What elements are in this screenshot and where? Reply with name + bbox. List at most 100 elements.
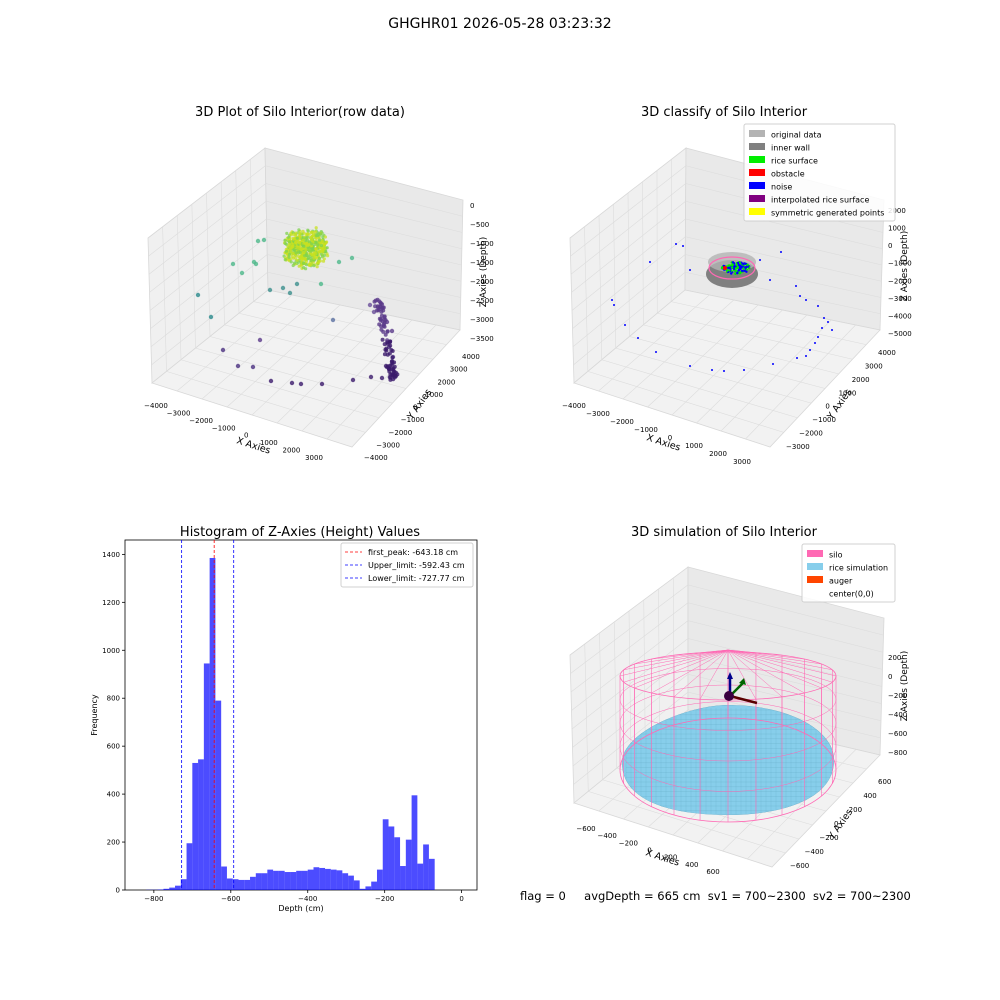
raw-point (381, 305, 386, 310)
simulation-legend-swatch (807, 576, 823, 583)
classified-point (742, 262, 745, 265)
noise-point (799, 295, 801, 297)
raw-point-cloud (195, 226, 400, 387)
histogram-bar (365, 886, 372, 890)
classify-legend-label: rice surface (771, 157, 818, 166)
histogram-bar (325, 868, 331, 890)
classify-x-tick-label: 1000 (685, 442, 703, 450)
raw-point (388, 372, 393, 377)
histogram-bar (371, 881, 377, 890)
histogram-reference-lines (181, 540, 235, 890)
classify-legend-swatch (749, 143, 765, 150)
simulation-panel-title: 3D simulation of Silo Interior (631, 525, 818, 540)
raw-point (257, 337, 263, 343)
raw-point (292, 261, 296, 265)
raw-point (322, 253, 327, 257)
raw-point (379, 327, 384, 332)
silo-wireframe (619, 649, 837, 823)
raw-x-tick-label: −1000 (212, 424, 236, 432)
noise-point (831, 329, 833, 331)
raw-point (322, 257, 326, 261)
raw-x-tick-label: 2000 (283, 447, 301, 455)
simulation-y-tick-label: 600 (878, 778, 891, 786)
raw-point (319, 244, 324, 248)
noise-point (611, 299, 613, 301)
raw-point (267, 287, 273, 293)
classify-x-tick-label: −1000 (634, 426, 658, 434)
classify-legend-frame (743, 123, 896, 222)
raw-point (372, 299, 377, 304)
histogram-y-tick-label: 0 (116, 887, 120, 895)
raw-point (389, 328, 395, 334)
histogram-bar (376, 869, 383, 890)
raw-x-tick-label: 1000 (260, 439, 278, 447)
classify-legend-label: obstacle (771, 170, 805, 179)
raw-point (318, 232, 323, 236)
raw-y-tick-label: −3000 (376, 441, 400, 449)
histogram-bar (296, 870, 302, 890)
raw-point (318, 281, 324, 287)
simulation-x-tick-label: −200 (619, 839, 638, 847)
noise-point (675, 243, 677, 245)
avg-depth-value: avgDepth = 665 cm (584, 889, 701, 903)
raw-point (306, 232, 310, 236)
noise-point (805, 355, 807, 357)
raw-point (291, 263, 295, 268)
noise-point (780, 251, 782, 253)
raw-point (290, 244, 294, 248)
classify-point-cloud (611, 243, 833, 372)
noise-point (821, 327, 823, 329)
raw-z-tick-label: −3500 (470, 335, 494, 343)
raw-point (390, 361, 395, 366)
raw-point (302, 266, 306, 270)
raw-point (389, 348, 394, 352)
histogram-bar (307, 869, 314, 890)
raw-point (284, 249, 289, 254)
histogram-bar (394, 837, 401, 890)
classify-legend-swatch (749, 130, 765, 137)
raw-point (310, 247, 315, 251)
raw-point (314, 252, 318, 256)
raw-point (292, 237, 296, 241)
histogram-bar (175, 885, 181, 890)
flag-value: flag = 0 (520, 889, 566, 903)
raw-point (314, 236, 318, 240)
histogram-bar (301, 870, 308, 890)
classify-z-tick-label: −4000 (888, 312, 912, 320)
classify-x-tick-label: 2000 (709, 450, 727, 458)
histogram-y-tick-label: 1200 (102, 599, 120, 607)
raw-x-tick-label: −3000 (167, 409, 191, 417)
raw-point (387, 351, 392, 356)
simulation-y-tick-label: −600 (790, 862, 809, 870)
raw-y-tick-label: −1000 (401, 416, 425, 424)
classify-y-tick-label: 3000 (865, 362, 883, 370)
histogram-x-tick-label: −600 (221, 895, 240, 903)
classified-point (736, 261, 740, 265)
raw-point (309, 258, 313, 263)
noise-point (827, 321, 829, 323)
raw-point (306, 228, 310, 232)
noise-point (823, 317, 825, 319)
simulation-y-tick-label: 400 (863, 792, 876, 800)
classify-legend-label: original data (771, 131, 822, 140)
raw-y-tick-label: 3000 (450, 366, 468, 374)
histogram-bar (319, 867, 326, 890)
raw-point (255, 238, 261, 244)
histogram-y-tick-label: 1000 (102, 647, 120, 655)
histogram-y-axis-label: Frequency (90, 694, 99, 736)
raw-panel-title: 3D Plot of Silo Interior(row data) (195, 105, 405, 120)
raw-point (321, 259, 326, 263)
raw-point (239, 270, 245, 276)
raw-point (289, 250, 293, 254)
histogram-legend-label: Lower_limit: -727.77 cm (368, 574, 465, 583)
raw-point (308, 249, 312, 253)
raw-point (384, 346, 389, 351)
histogram-bar (226, 878, 233, 890)
raw-point (290, 255, 294, 259)
histogram-bar (244, 879, 251, 890)
classify-axis-ticks: −4000−3000−2000−10000100020003000−3000−2… (562, 207, 912, 466)
interpolated-ring (708, 256, 756, 280)
raw-point (377, 307, 382, 312)
raw-point (293, 256, 297, 260)
raw-point (297, 241, 301, 245)
